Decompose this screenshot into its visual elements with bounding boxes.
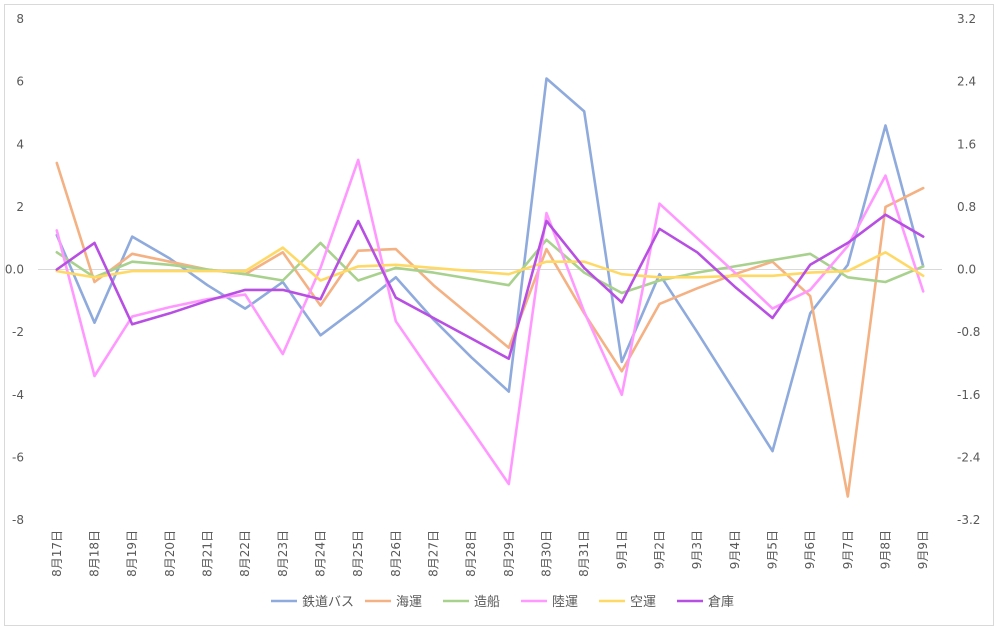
y-left-tick-label: 8 (16, 12, 24, 26)
y-right-tick-label: 0.0 (957, 263, 976, 277)
legend-label: 鉄道バス (302, 595, 354, 610)
legend-label: 倉庫 (708, 595, 734, 610)
series-line-4 (55, 158, 925, 486)
x-tick-label: 8月17日 (50, 530, 64, 577)
x-tick-label: 9月5日 (766, 530, 780, 569)
x-tick-label: 8月24日 (314, 530, 328, 577)
series-line-5 (55, 246, 925, 282)
y-right-tick-label: -2.4 (957, 450, 980, 464)
x-tick-label: 8月31日 (577, 530, 591, 577)
y-right-tick-label: -1.6 (957, 388, 980, 402)
legend: 鉄道バス 海運 造船 陸運 空運 倉庫 (271, 594, 734, 610)
series-lines (55, 77, 925, 498)
x-tick-label: 8月22日 (238, 530, 252, 577)
y-left-tick-label: -6 (12, 450, 24, 464)
y-left-tick-label: -4 (12, 388, 24, 402)
x-tick-label: 8月28日 (464, 530, 478, 577)
axes: 8 6 4 2 0.0 -2 -4 -6 -8 3.2 2.4 1.6 0.8 0.0 -0.8 -1.6 -2… (5, 12, 981, 577)
x-tick-label: 9月1日 (615, 530, 629, 569)
x-tick-label: 8月18日 (88, 530, 102, 577)
y-right-tick-label: 0.8 (957, 200, 976, 214)
x-tick-label: 9月4日 (728, 530, 742, 569)
legend-label: 造船 (474, 595, 500, 610)
y-right-tick-label: 2.4 (957, 75, 976, 89)
y-left-tick-label: 0.0 (5, 263, 24, 277)
y-right-tick-label: -0.8 (957, 325, 980, 339)
y-right-tick-label: -3.2 (957, 513, 980, 527)
x-tick-label: 8月30日 (540, 530, 554, 577)
x-tick-label: 8月21日 (201, 530, 215, 577)
x-tick-label: 9月2日 (653, 530, 667, 569)
x-tick-label: 9月6日 (803, 530, 817, 569)
y-right-tick-label: 3.2 (957, 12, 976, 26)
y-left-tick-label: -2 (12, 325, 24, 339)
y-left-tick-label: 2 (16, 200, 24, 214)
y-left-tick-label: 4 (16, 137, 24, 151)
x-tick-label: 8月27日 (427, 530, 441, 577)
x-tick-label: 8月29日 (502, 530, 516, 577)
x-tick-label: 8月20日 (163, 530, 177, 577)
x-tick-label: 9月9日 (916, 530, 930, 569)
series-line-1 (55, 77, 925, 453)
x-tick-label: 9月7日 (841, 530, 855, 569)
series-line-6 (55, 213, 925, 361)
legend-label: 空運 (630, 595, 656, 610)
x-tick-label: 9月8日 (879, 530, 893, 569)
legend-label: 陸運 (552, 594, 578, 610)
x-tick-label: 8月25日 (351, 530, 365, 577)
x-tick-label: 8月23日 (276, 530, 290, 577)
series-line-3 (55, 238, 925, 295)
legend-label: 海運 (396, 595, 422, 610)
chart-border (4, 4, 994, 626)
y-left-tick-label: 6 (16, 75, 24, 89)
x-tick-label: 8月19日 (125, 530, 139, 577)
x-tick-label: 9月3日 (690, 530, 704, 569)
y-right-tick-label: 1.6 (957, 137, 976, 151)
y-left-tick-label: -8 (12, 513, 24, 527)
x-tick-label: 8月26日 (389, 530, 403, 577)
